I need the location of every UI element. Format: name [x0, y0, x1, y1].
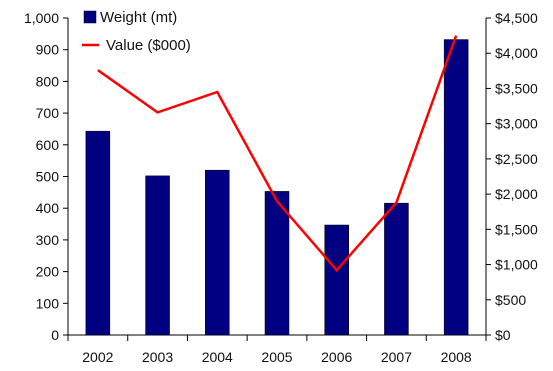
bar-2006	[324, 224, 349, 336]
bar-2007	[384, 202, 409, 336]
left-tick-label: 100	[36, 295, 60, 311]
left-tick-label: 700	[36, 105, 60, 121]
left-tick-label: 800	[36, 73, 60, 89]
right-tick-label: $2,500	[495, 151, 538, 167]
left-y-axis: 0 100 200 300 400 500 600 700 800 900 1,000	[24, 10, 69, 343]
right-tick-label: $4,500	[495, 10, 538, 26]
value-line-series	[97, 35, 458, 273]
x-tick-label: 2004	[202, 349, 233, 365]
right-tick-label: $500	[495, 292, 526, 308]
left-tick-label: 900	[36, 42, 60, 58]
x-tick-label: 2005	[261, 349, 292, 365]
bar-2003	[145, 175, 170, 336]
left-tick-label: 500	[36, 169, 60, 185]
left-tick-label: 300	[36, 232, 60, 248]
legend-label-value: Value ($000)	[106, 37, 191, 54]
left-tick-label: 400	[36, 200, 60, 216]
bar-2004	[205, 169, 230, 336]
right-tick-label: $4,000	[495, 45, 538, 61]
left-tick-label: 600	[36, 137, 60, 153]
bar-2008	[443, 39, 469, 336]
left-tick-label: 200	[36, 264, 60, 280]
right-tick-label: $2,000	[495, 186, 538, 202]
bar-2005	[264, 191, 290, 336]
x-tick-label: 2007	[381, 349, 412, 365]
left-tick-label: 1,000	[24, 10, 59, 26]
x-tick-label: 2002	[82, 349, 113, 365]
bar-2002	[85, 130, 111, 336]
right-tick-label: $1,000	[495, 257, 538, 273]
weight-bars	[85, 39, 469, 336]
legend-swatch-weight	[83, 10, 97, 24]
right-y-axis: $0 $500 $1,000 $1,500 $2,000 $2,500 $3,000 $3,5…	[485, 10, 538, 343]
legend: Weight (mt) Value ($000)	[82, 9, 191, 54]
right-tick-label: $3,500	[495, 80, 538, 96]
right-tick-label: $0	[495, 327, 511, 343]
x-tick-label: 2008	[441, 349, 472, 365]
left-tick-label: 0	[51, 327, 59, 343]
legend-label-weight: Weight (mt)	[100, 9, 177, 26]
right-tick-label: $3,000	[495, 116, 538, 132]
right-tick-label: $1,500	[495, 221, 538, 237]
x-tick-label: 2003	[142, 349, 173, 365]
x-axis: 2002 2003 2004 2005 2006 2007 2008	[67, 334, 487, 365]
x-tick-label: 2006	[321, 349, 352, 365]
